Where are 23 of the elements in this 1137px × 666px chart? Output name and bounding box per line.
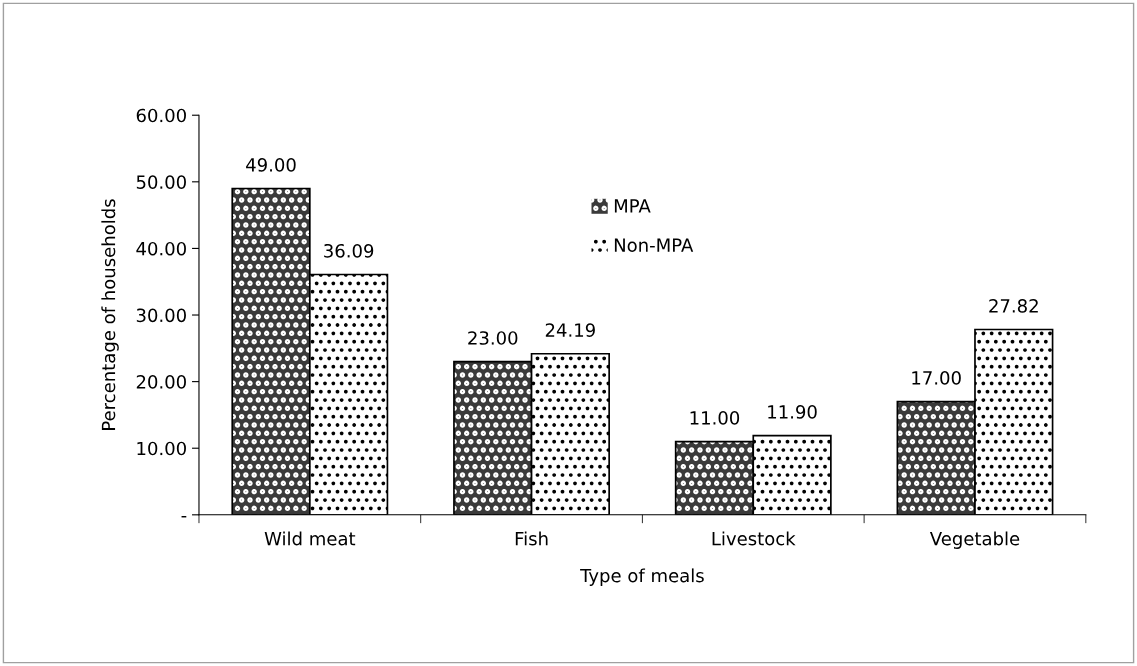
- data-label: 24.19: [545, 323, 595, 337]
- x-tick-label: Fish: [515, 531, 548, 546]
- data-label: 23.00: [468, 331, 518, 345]
- y-tick-label: 20.00: [136, 375, 186, 389]
- data-label: 11.00: [690, 411, 740, 425]
- data-label: 17.00: [912, 371, 961, 385]
- y-tick-label: 30.00: [136, 308, 186, 323]
- x-axis-title: Type of meals: [580, 568, 704, 586]
- y-axis-title: Percentage of households: [101, 199, 119, 430]
- x-tick-label: Livestock: [712, 531, 796, 546]
- legend-label: Non-MPA: [614, 238, 694, 252]
- data-label: 36.09: [324, 243, 374, 258]
- data-label: 11.90: [768, 405, 817, 419]
- data-label: 49.00: [246, 158, 296, 172]
- y-tick-label: 10.00: [137, 441, 186, 456]
- legend-label: MPA: [614, 199, 651, 213]
- x-tick-label: Wild meat: [264, 531, 356, 546]
- y-tick-label: 40.00: [136, 241, 186, 256]
- x-tick-label: Vegetable: [929, 531, 1020, 549]
- data-label: 27.82: [989, 299, 1038, 313]
- y-tick-label: 60.00: [136, 108, 186, 123]
- y-tick-label: -: [181, 516, 187, 518]
- y-tick-label: 50.00: [136, 175, 186, 189]
